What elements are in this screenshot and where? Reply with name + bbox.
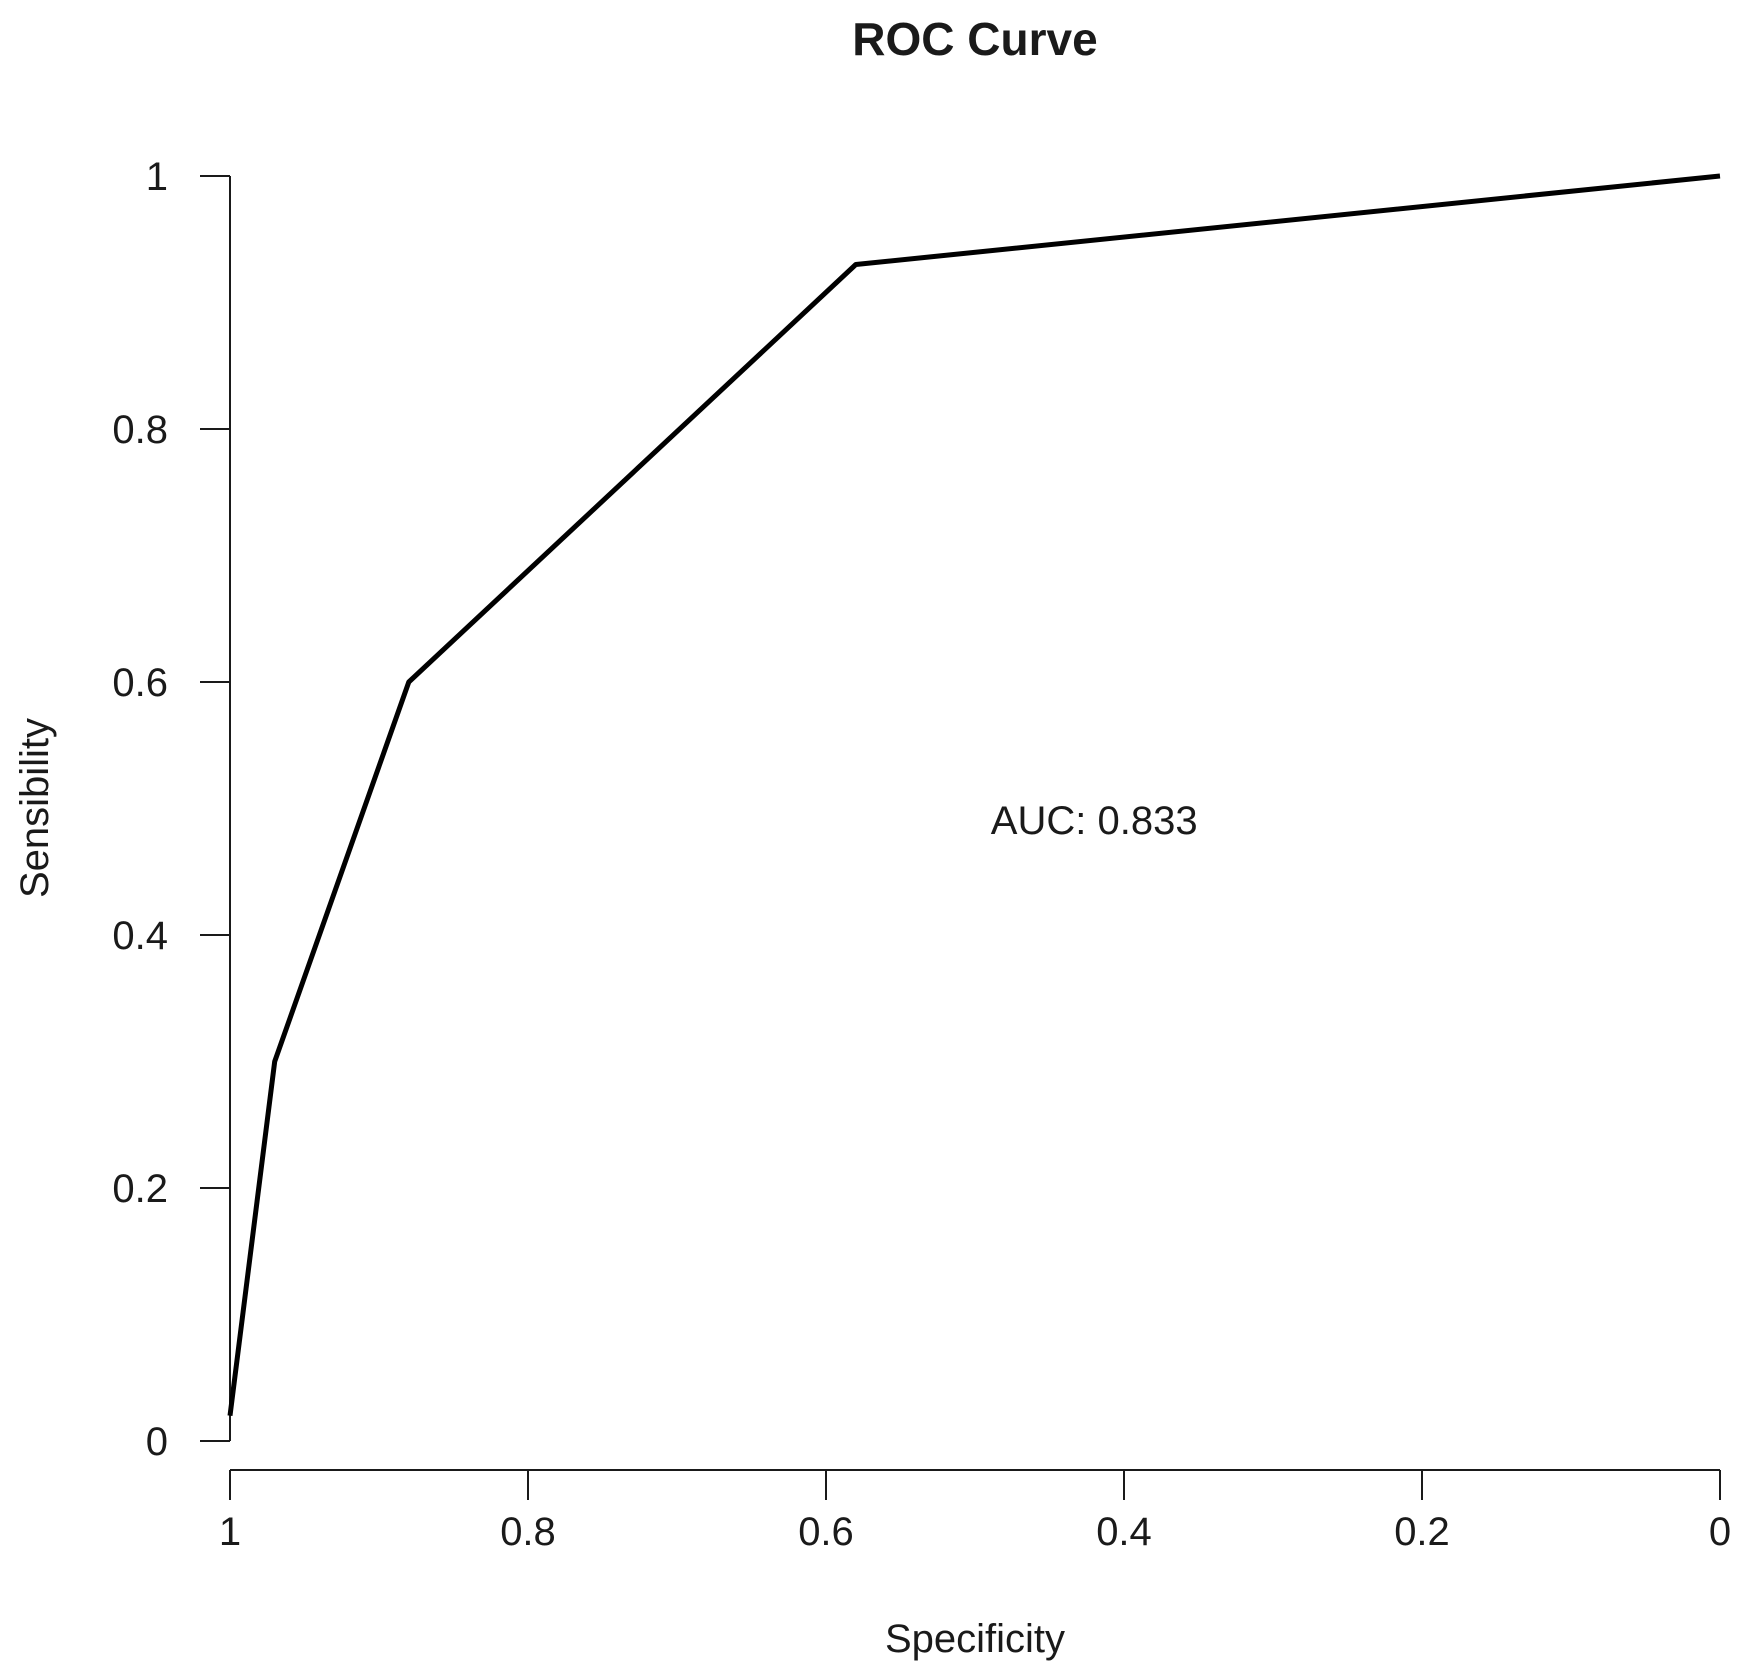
y-tick-label: 0.6 [112,661,168,705]
roc-curve-line [227,173,1721,1417]
y-tick-label: 1 [146,155,168,199]
y-axis-title: Sensibility [13,718,57,898]
x-tick-label: 0.2 [1394,1510,1450,1554]
plot-area: AUC: 0.833 [227,173,1721,1417]
x-tick-label: 0.6 [798,1510,854,1554]
auc-annotation: AUC: 0.833 [991,799,1198,843]
x-axis: 1 0.8 0.6 0.4 0.2 0 [219,1469,1731,1554]
y-axis: 0 0.2 0.4 0.6 0.8 1 [112,155,231,1464]
x-tick-label: 0.4 [1096,1510,1152,1554]
x-tick-label: 1 [219,1510,241,1554]
chart-title: ROC Curve [852,13,1097,65]
x-axis-title: Specificity [885,1617,1065,1661]
y-tick-label: 0.2 [112,1167,168,1211]
x-tick-label: 0 [1709,1510,1731,1554]
x-tick-label: 0.8 [500,1510,556,1554]
y-tick-label: 0 [146,1420,168,1464]
y-tick-label: 0.8 [112,408,168,452]
y-tick-label: 0.4 [112,914,168,958]
